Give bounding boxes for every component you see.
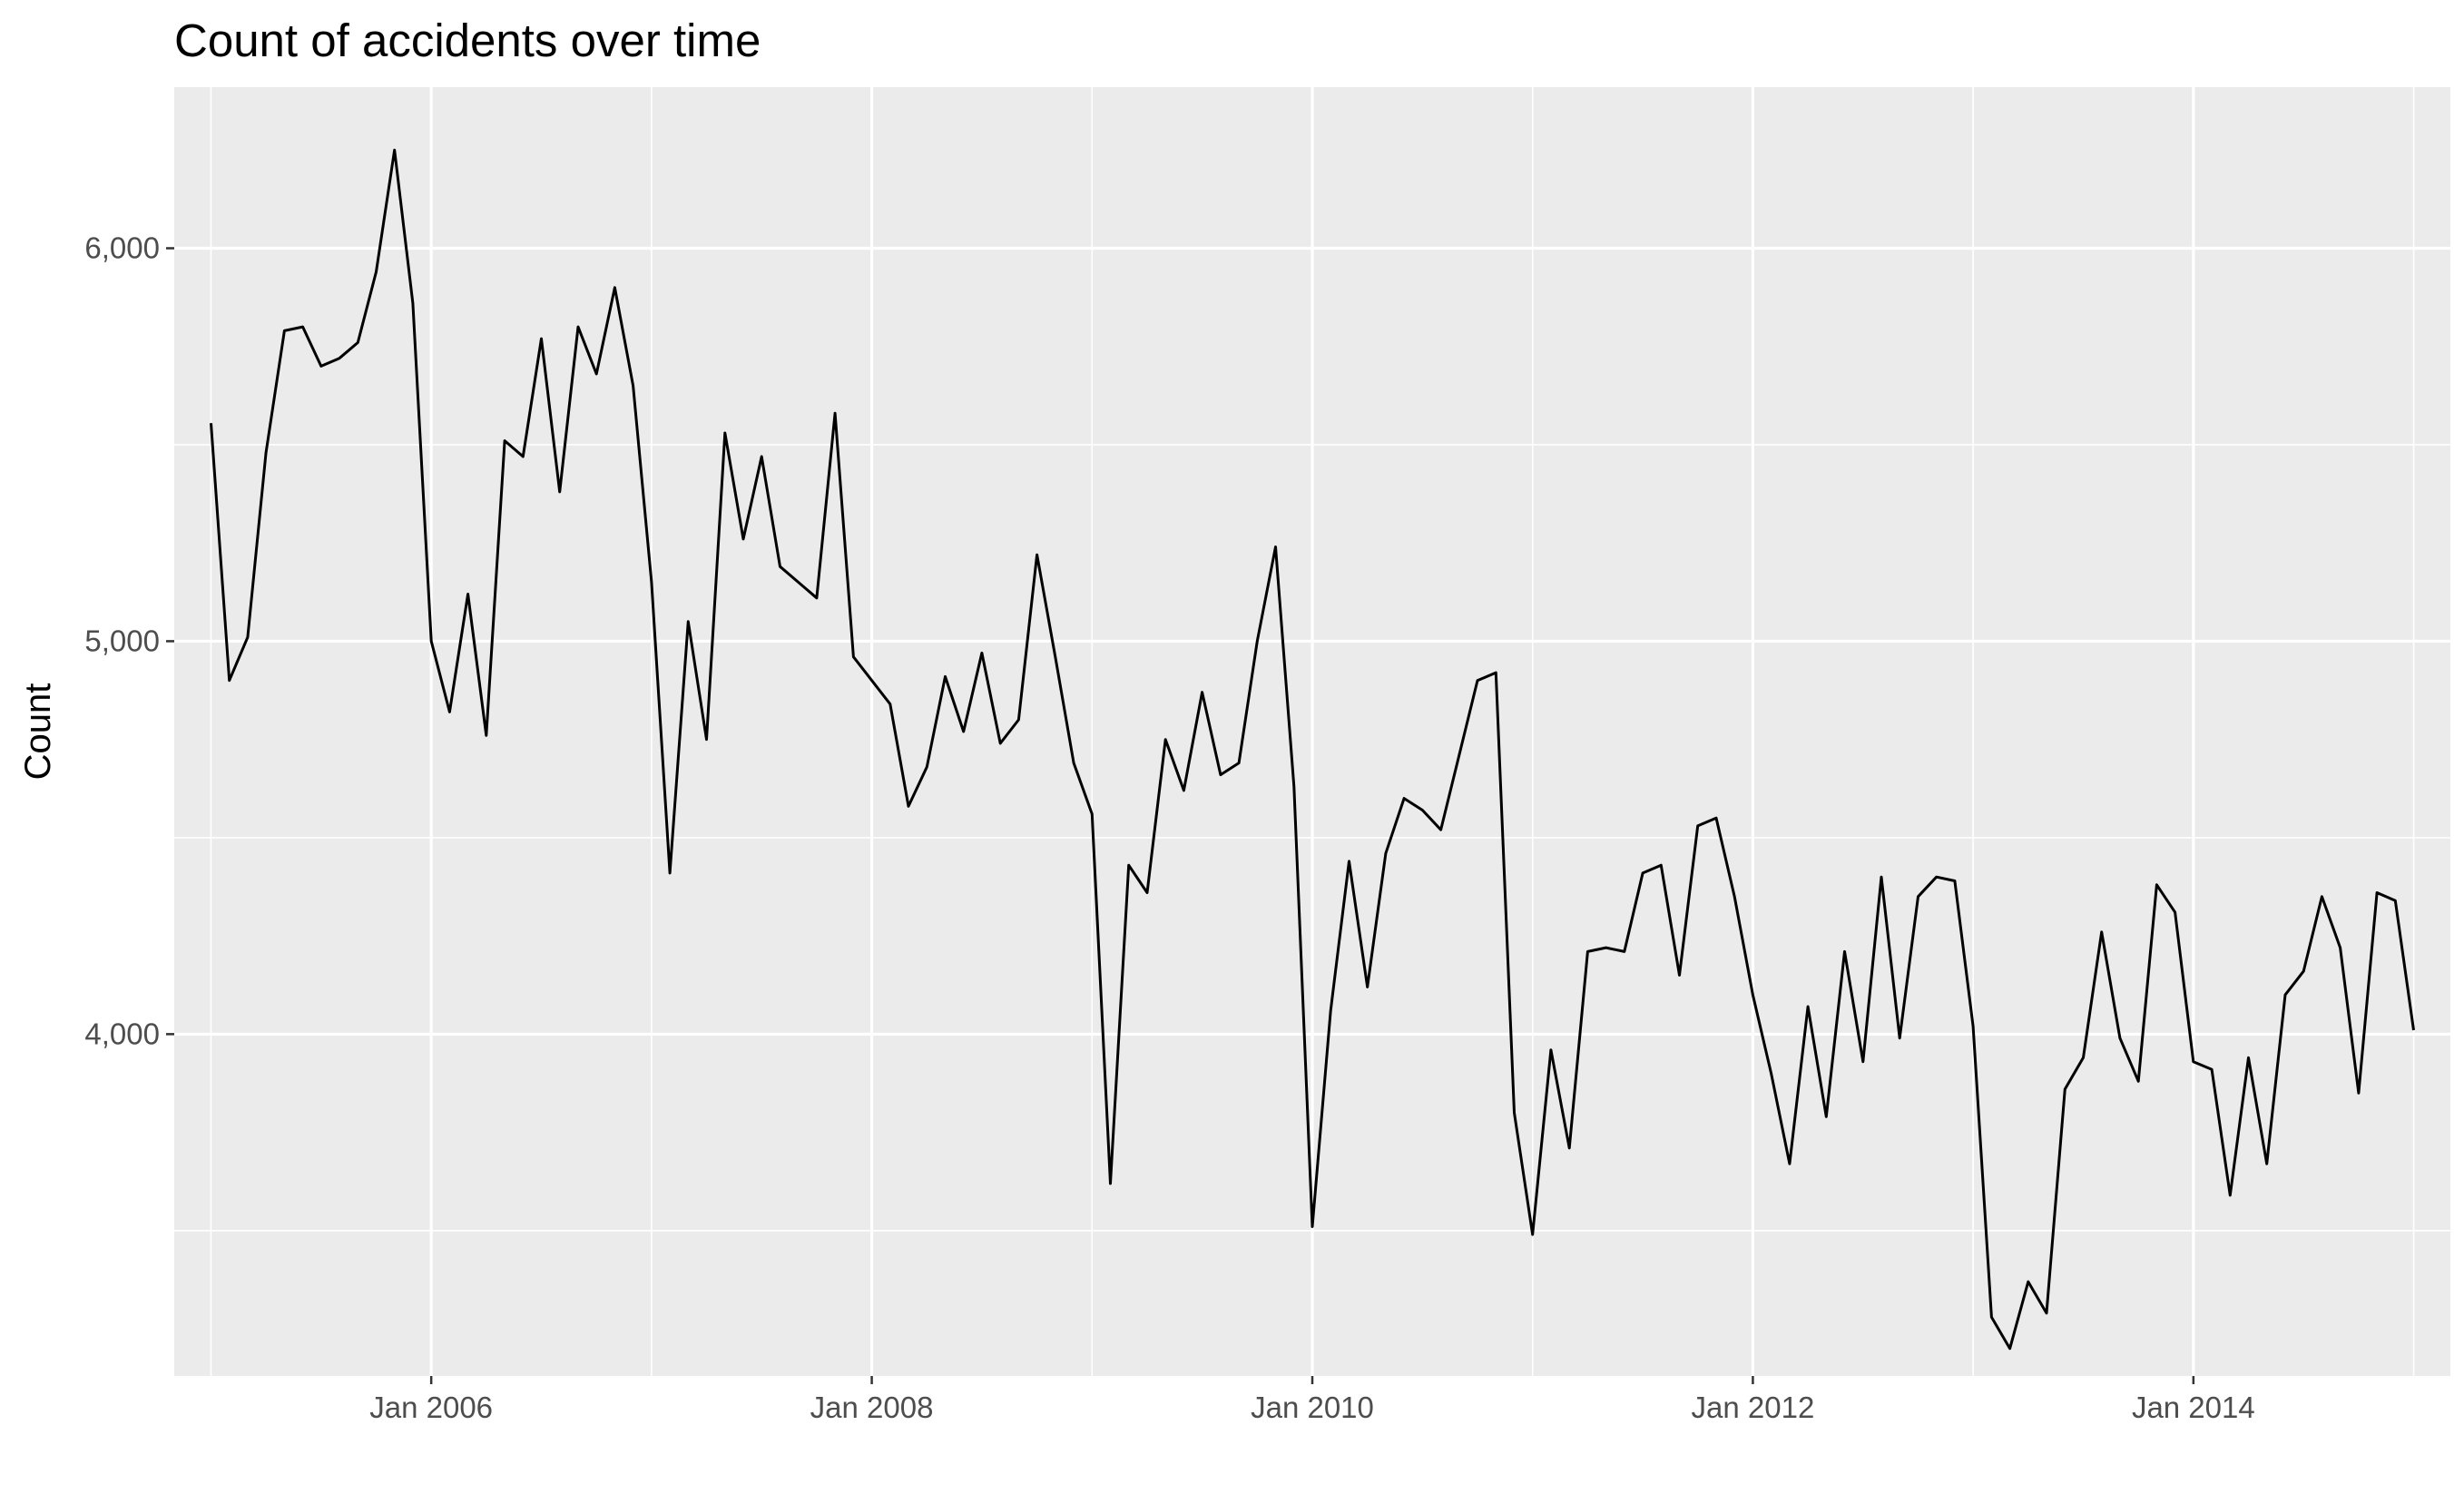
x-tick-label: Jan 2012 (1692, 1391, 1815, 1424)
x-tick-label: Jan 2010 (1251, 1391, 1374, 1424)
axes-layer: Jan 2006 Jan 2008 Jan 2010 Jan 2012 Jan 2014… (84, 231, 2254, 1425)
y-tick-label: 5,000 (84, 624, 160, 657)
y-tick-label: 6,000 (84, 231, 160, 265)
series-layer (210, 148, 2415, 1351)
x-tick-label: Jan 2006 (369, 1391, 493, 1424)
x-tick-label: Jan 2008 (810, 1391, 934, 1424)
series-line (210, 148, 2415, 1351)
y-tick-label: 4,000 (84, 1017, 160, 1050)
y-axis-label: Count (18, 683, 58, 781)
major-gridlines (174, 87, 2450, 1376)
x-tick-label: Jan 2014 (2132, 1391, 2255, 1424)
chart-title: Count of accidents over time (174, 15, 761, 66)
